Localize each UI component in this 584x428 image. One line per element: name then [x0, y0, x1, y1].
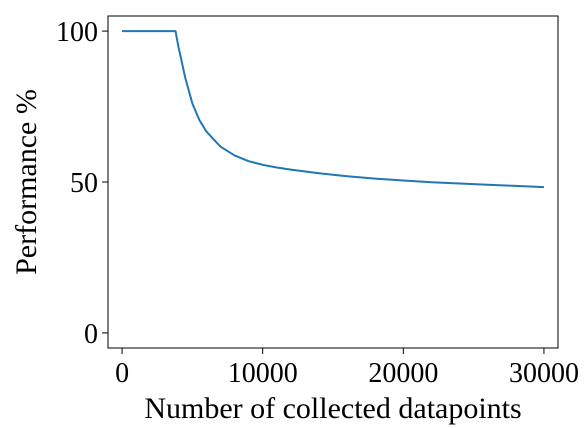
y-tick-label: 100 — [56, 17, 98, 48]
x-tick-label: 20000 — [368, 358, 438, 389]
x-axis-title: Number of collected datapoints — [144, 392, 521, 425]
x-tick-label: 10000 — [228, 358, 298, 389]
series-layer — [122, 30, 544, 189]
y-axis-ticks: 0 50 100 — [56, 17, 108, 350]
x-axis-ticks: 0 10000 20000 30000 — [115, 348, 579, 389]
x-tick-label: 0 — [115, 358, 129, 389]
series-line-0 — [122, 30, 544, 189]
y-tick-label: 0 — [84, 319, 98, 350]
x-tick-label: 30000 — [509, 358, 579, 389]
plot-frame — [107, 15, 559, 349]
y-tick-label: 50 — [70, 168, 98, 199]
y-axis-title: Performance % — [10, 89, 43, 275]
